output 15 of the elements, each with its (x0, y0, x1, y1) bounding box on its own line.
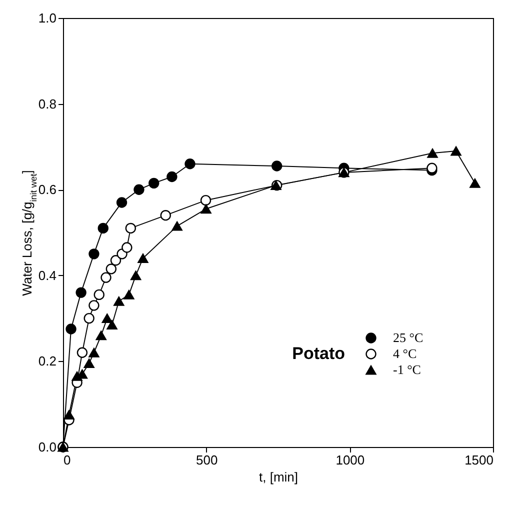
y-tick-label: 0.2 (38, 354, 56, 369)
legend-label: 25 °C (393, 330, 424, 345)
x-tick-label: 0 (64, 452, 71, 468)
x-tick-label: 1000 (336, 452, 365, 468)
x-tick-label: 1500 (464, 452, 494, 468)
x-tick-label: 500 (196, 452, 218, 468)
legend-label: 4 °C (393, 346, 417, 361)
y-tick-label: 1.0 (38, 10, 56, 26)
y-tick-label: 0.8 (38, 96, 56, 112)
y-tick-label: 0.4 (38, 268, 56, 283)
y-tick-label: 0.6 (38, 182, 56, 198)
y-tick-label: 0.0 (38, 440, 56, 454)
annotation: Potato (292, 344, 345, 363)
legend-label: -1 °C (393, 362, 421, 377)
x-axis-title: t, [min] (258, 470, 298, 484)
